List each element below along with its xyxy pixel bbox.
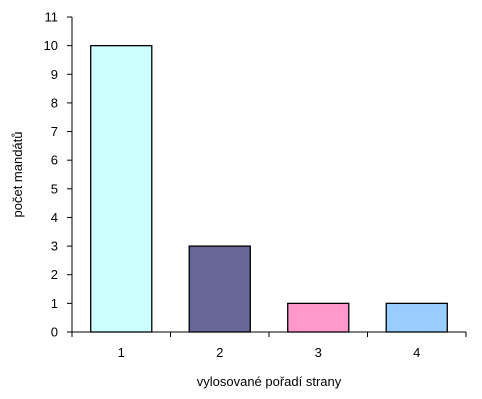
y-tick-label: 11 [45,10,59,25]
x-tick-label: 3 [315,345,322,360]
bar-3 [287,302,350,333]
y-tick-label: 1 [51,296,58,311]
y-tick-label: 0 [51,325,58,340]
bars [90,44,448,333]
y-tick-label: 4 [51,210,58,225]
y-axis-tick-labels: 0 1 2 3 4 5 6 7 8 9 10 11 [44,10,58,340]
y-tick-label: 5 [51,181,58,196]
bar-2 [188,245,251,333]
bar-1 [90,44,153,333]
x-tick-label: 1 [118,345,125,360]
x-axis-ticks [71,332,467,337]
x-tick-label: 4 [413,345,420,360]
y-tick-label: 10 [44,38,58,53]
y-axis-ticks [67,16,72,333]
x-axis-tick-labels: 1 2 3 4 [118,345,421,360]
x-tick-label: 2 [216,345,223,360]
y-tick-label: 8 [51,95,58,110]
y-tick-label: 3 [51,239,58,254]
y-tick-label: 9 [51,67,58,82]
x-axis-title: vylosované pořadí strany [197,374,342,389]
y-tick-label: 7 [51,124,58,139]
bar-4 [385,302,448,333]
y-axis-title: počet mandátů [10,131,25,217]
y-tick-label: 6 [51,153,58,168]
y-tick-label: 2 [51,267,58,282]
